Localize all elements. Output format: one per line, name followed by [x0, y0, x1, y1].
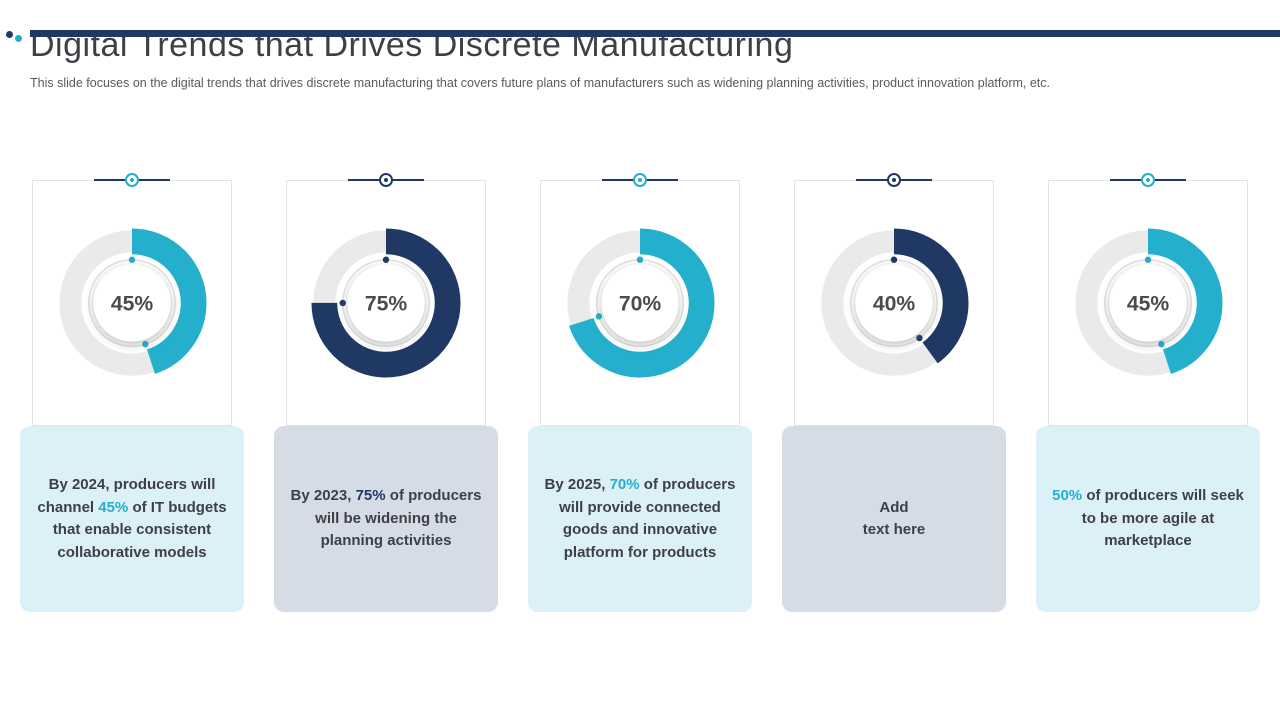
card-text: Add text here — [863, 497, 926, 542]
card-text-highlight: 70% — [609, 476, 640, 493]
chart-marker-icon — [94, 172, 170, 188]
chart-column-5: 45% 50% of producers will seek to be mor… — [1036, 172, 1260, 612]
card-text: By 2025, 70% of producers will provide c… — [540, 474, 740, 564]
donut-chart-1[interactable]: 45% — [40, 211, 224, 395]
card-text-pre: Add text here — [862, 498, 926, 539]
card-text-highlight: 45% — [98, 498, 129, 516]
card-text-post: of producers will seek to be more agile … — [1081, 487, 1244, 550]
chart-column-4: 40% Add text here — [782, 172, 1006, 612]
svg-text:45%: 45% — [111, 292, 154, 315]
text-card-1: By 2024, producers will channel 45% of I… — [20, 426, 244, 612]
slide-subtitle: This slide focuses on the digital trends… — [30, 76, 1050, 90]
donut-chart-card-1[interactable]: 45% — [32, 180, 232, 426]
donut-chart-card-4[interactable]: 40% — [794, 180, 994, 426]
marker-ring — [887, 173, 901, 187]
chart-column-2: 75% By 2023, 75% of producers will be wi… — [274, 172, 498, 612]
top-accent-bar — [30, 30, 1280, 37]
chart-marker-icon — [856, 172, 932, 188]
chart-column-1: 45% By 2024, producers will channel 45% … — [20, 172, 244, 612]
card-text-pre: By 2024, producers will channel — [37, 476, 216, 516]
card-text: 50% of producers will seek to be more ag… — [1048, 485, 1248, 553]
marker-ring — [1141, 173, 1155, 187]
chart-marker-icon — [348, 172, 424, 188]
card-text-highlight: 50% — [1052, 487, 1083, 505]
marker-ring — [379, 173, 393, 187]
svg-text:45%: 45% — [1127, 292, 1170, 315]
card-text-post: of producers will be widening the planni… — [315, 487, 482, 550]
chart-marker-icon — [602, 172, 678, 188]
marker-dot — [892, 178, 896, 182]
text-card-4: Add text here — [782, 426, 1006, 612]
card-text-post: of IT budgets that enable consistent col… — [52, 498, 227, 561]
card-text: By 2024, producers will channel 45% of I… — [32, 474, 232, 564]
marker-dot — [130, 178, 134, 182]
text-card-3: By 2025, 70% of producers will provide c… — [528, 426, 752, 612]
text-card-2: By 2023, 75% of producers will be wideni… — [274, 426, 498, 612]
marker-ring — [125, 173, 139, 187]
donut-chart-card-5[interactable]: 45% — [1048, 180, 1248, 426]
marker-dot — [638, 178, 642, 182]
marker-dot — [1146, 178, 1150, 182]
chart-column-3: 70% By 2025, 70% of producers will provi… — [528, 172, 752, 612]
chart-marker-icon — [1110, 172, 1186, 188]
text-card-5: 50% of producers will seek to be more ag… — [1036, 426, 1260, 612]
card-text-pre: By 2025, — [544, 476, 610, 493]
svg-text:40%: 40% — [873, 292, 916, 315]
donut-chart-2[interactable]: 75% — [294, 211, 478, 395]
svg-text:70%: 70% — [619, 292, 662, 315]
corner-dot-navy — [6, 31, 13, 38]
donut-chart-card-2[interactable]: 75% — [286, 180, 486, 426]
card-text: By 2023, 75% of producers will be wideni… — [286, 485, 486, 553]
card-text-post: of producers will provide connected good… — [559, 476, 736, 561]
card-text-highlight: 75% — [355, 487, 386, 505]
donut-chart-card-3[interactable]: 70% — [540, 180, 740, 426]
donut-chart-3[interactable]: 70% — [548, 211, 732, 395]
marker-ring — [633, 173, 647, 187]
donut-chart-5[interactable]: 45% — [1056, 211, 1240, 395]
charts-row: 45% By 2024, producers will channel 45% … — [0, 172, 1280, 612]
marker-dot — [384, 178, 388, 182]
svg-text:75%: 75% — [365, 292, 408, 315]
donut-chart-4[interactable]: 40% — [802, 211, 986, 395]
corner-dot-teal — [15, 35, 22, 42]
card-text-pre: By 2023, — [290, 487, 356, 505]
